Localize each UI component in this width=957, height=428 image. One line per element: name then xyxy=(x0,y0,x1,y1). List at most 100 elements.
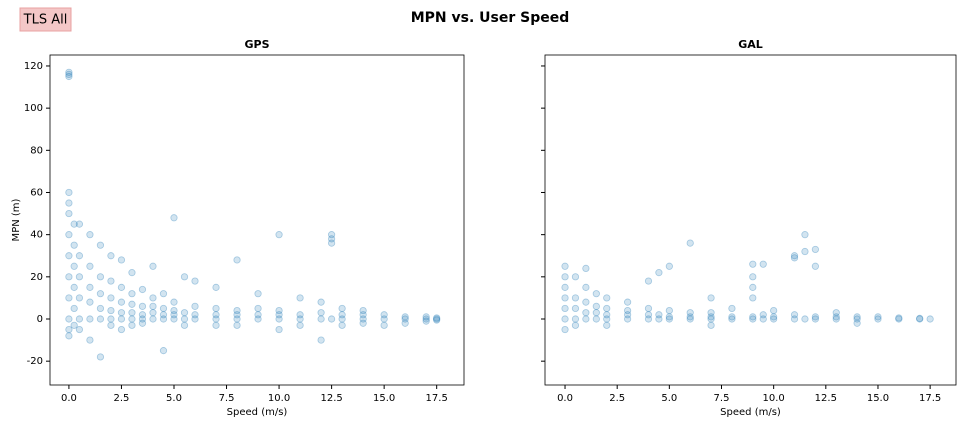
x-tick-label: 2.5 xyxy=(113,393,129,404)
point xyxy=(70,283,78,291)
point xyxy=(138,285,147,294)
point xyxy=(874,315,882,323)
point xyxy=(686,315,694,323)
point xyxy=(665,306,673,315)
point xyxy=(433,315,441,323)
point xyxy=(191,302,199,310)
point xyxy=(96,273,105,281)
x-axis-label: Speed (m/s) xyxy=(720,407,781,418)
point xyxy=(170,315,178,323)
point xyxy=(655,315,663,323)
y-tick-label: 20 xyxy=(30,272,43,283)
point xyxy=(70,321,78,329)
point xyxy=(128,321,136,329)
point xyxy=(665,315,673,323)
point xyxy=(707,313,715,321)
point xyxy=(117,325,126,334)
point xyxy=(96,290,105,298)
point xyxy=(561,262,569,270)
point xyxy=(926,315,934,323)
point xyxy=(159,290,168,298)
point xyxy=(582,264,590,272)
point xyxy=(801,247,809,256)
axes-frame xyxy=(49,54,465,386)
point xyxy=(117,315,126,323)
point xyxy=(359,315,367,323)
y-axis-label: MPN (m) xyxy=(11,198,22,241)
x-tick-label: 0.0 xyxy=(557,393,573,404)
point xyxy=(686,309,694,317)
point xyxy=(212,311,220,319)
point xyxy=(571,321,580,329)
point xyxy=(832,313,840,321)
point xyxy=(582,298,590,306)
point xyxy=(592,309,600,317)
point xyxy=(128,315,136,323)
point xyxy=(65,188,73,197)
point xyxy=(749,283,757,291)
point xyxy=(728,304,736,313)
point xyxy=(603,304,611,313)
point xyxy=(86,262,94,270)
point xyxy=(603,315,611,323)
point xyxy=(801,231,809,239)
point xyxy=(65,325,73,334)
point xyxy=(582,315,590,323)
point xyxy=(107,315,115,323)
point xyxy=(86,231,94,239)
point xyxy=(296,315,304,323)
x-tick-label: 10.0 xyxy=(268,393,290,404)
point xyxy=(582,283,590,291)
figure-label: TLS All xyxy=(23,13,68,28)
point xyxy=(811,245,819,254)
point xyxy=(65,252,73,260)
point xyxy=(916,315,924,323)
point xyxy=(422,313,430,321)
point xyxy=(170,306,178,315)
point xyxy=(117,256,126,264)
point xyxy=(86,283,94,291)
point xyxy=(170,311,178,319)
point xyxy=(212,315,220,323)
point xyxy=(149,302,157,310)
point xyxy=(275,315,283,323)
point xyxy=(790,311,799,319)
point xyxy=(75,325,84,334)
point xyxy=(317,298,325,306)
point xyxy=(65,231,73,239)
point xyxy=(275,231,283,239)
point xyxy=(665,313,673,321)
figure-title: MPN vs. User Speed xyxy=(411,10,570,26)
x-tick-label: 12.5 xyxy=(815,393,837,404)
point xyxy=(582,309,590,317)
point xyxy=(296,311,304,319)
point xyxy=(65,315,73,323)
point xyxy=(212,321,220,329)
point xyxy=(380,311,388,319)
point xyxy=(686,239,694,247)
point xyxy=(96,304,105,313)
point xyxy=(571,315,580,323)
point xyxy=(338,304,346,313)
y-tick-label: 60 xyxy=(30,187,43,198)
point xyxy=(790,254,799,262)
point xyxy=(212,304,220,313)
point xyxy=(561,283,569,291)
point xyxy=(75,273,84,281)
point xyxy=(380,321,388,329)
point xyxy=(170,214,178,222)
point xyxy=(70,241,78,249)
point xyxy=(665,262,673,270)
point xyxy=(96,241,105,249)
point xyxy=(811,262,819,270)
point xyxy=(707,309,715,317)
point xyxy=(853,313,861,321)
point xyxy=(275,306,283,315)
point xyxy=(853,319,861,327)
point xyxy=(159,347,168,355)
point xyxy=(749,315,757,323)
point xyxy=(895,314,903,322)
point xyxy=(296,294,304,302)
point xyxy=(138,315,147,323)
